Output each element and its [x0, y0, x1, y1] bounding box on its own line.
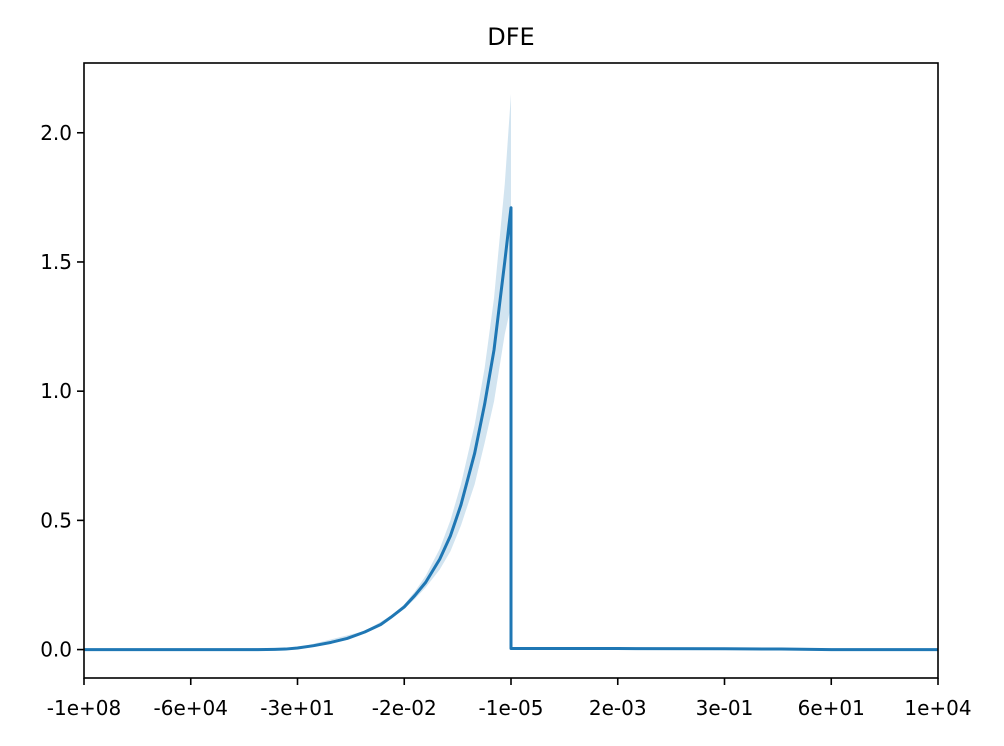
x-tick-label: -6e+04 — [154, 696, 228, 720]
x-tick-label: 2e-03 — [589, 696, 647, 720]
x-tick-label: 3e-01 — [696, 696, 754, 720]
x-tick-label: -1e-05 — [479, 696, 544, 720]
chart-title: DFE — [487, 23, 534, 51]
x-tick-label: 1e+04 — [904, 696, 971, 720]
y-axis: 0.0 0.5 1.0 1.5 2.0 — [40, 121, 84, 662]
x-axis: -1e+08 -6e+04 -3e+01 -2e-02 -1e-05 2e-03 3e-01… — [47, 678, 972, 720]
y-tick-label: 0.0 — [40, 638, 72, 662]
dfe-line — [84, 206, 938, 652]
axes-frame — [83, 62, 939, 679]
x-tick-label: -3e+01 — [260, 696, 334, 720]
x-tick-label: -1e+08 — [47, 696, 121, 720]
y-tick-label: 0.5 — [40, 508, 72, 532]
x-tick-label: -2e-02 — [372, 696, 437, 720]
y-tick-label: 2.0 — [40, 121, 72, 145]
x-tick-label: 6e+01 — [798, 696, 865, 720]
y-tick-label: 1.0 — [40, 379, 72, 403]
plot-area — [84, 94, 938, 652]
y-tick-label: 1.5 — [40, 250, 72, 274]
